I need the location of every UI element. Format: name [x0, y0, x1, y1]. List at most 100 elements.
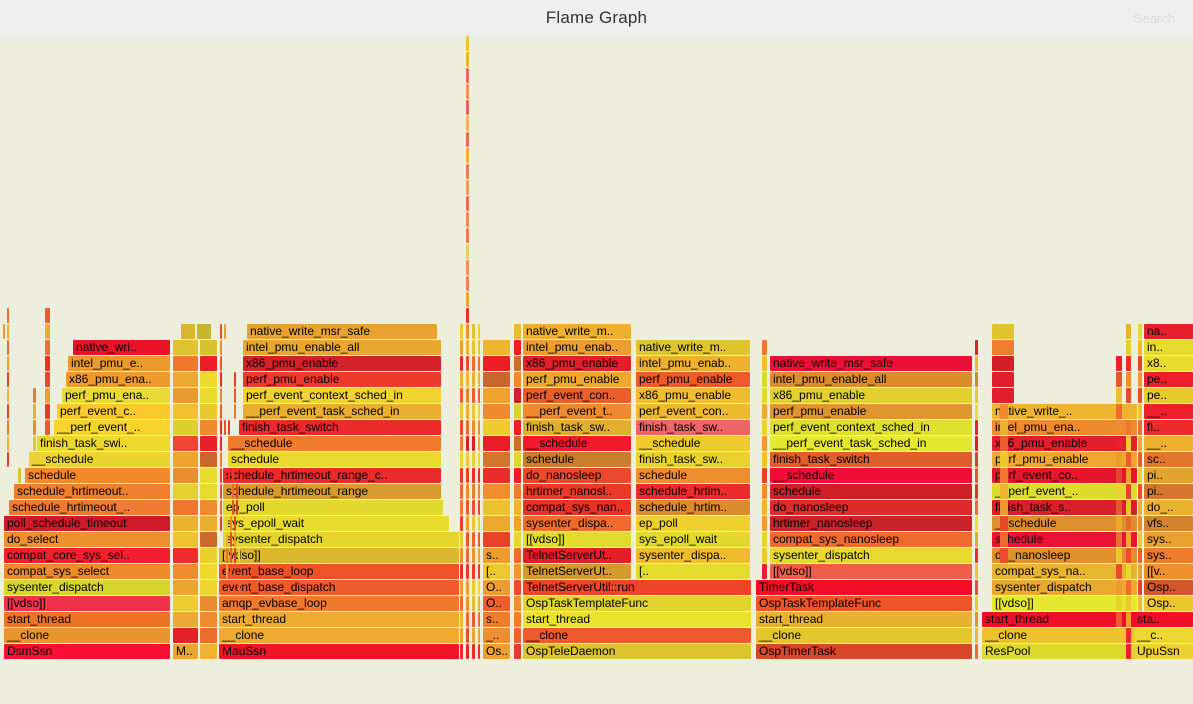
flame-frame[interactable] [483, 468, 510, 483]
flame-frame[interactable]: sysenter_dispatch [223, 532, 459, 547]
flame-frame[interactable] [472, 388, 475, 403]
flame-frame[interactable]: TelnetServerUt.. [523, 564, 631, 579]
flame-frame[interactable] [466, 644, 469, 659]
flame-frame[interactable]: start_thread [219, 612, 459, 627]
flame-frame[interactable]: s.. [483, 612, 510, 627]
flame-frame[interactable] [514, 436, 521, 451]
flame-frame[interactable] [200, 452, 217, 467]
flame-frame[interactable]: __schedule [228, 436, 441, 451]
flame-frame[interactable] [200, 356, 217, 371]
flame-frame[interactable]: OspTimerTask [756, 644, 972, 659]
flame-frame[interactable] [230, 564, 232, 579]
flame-frame[interactable] [514, 628, 521, 643]
flame-frame[interactable] [1116, 388, 1122, 403]
flame-frame[interactable]: perf_event_c.. [57, 404, 170, 419]
flame-frame[interactable] [466, 356, 469, 371]
flame-frame[interactable] [220, 436, 222, 451]
flame-frame[interactable] [483, 436, 510, 451]
flame-frame[interactable]: Osp.. [1144, 596, 1193, 611]
flame-frame[interactable] [514, 644, 521, 659]
flame-frame[interactable] [460, 404, 463, 419]
flame-frame[interactable] [173, 484, 198, 499]
flame-frame[interactable] [173, 548, 198, 563]
flame-frame[interactable] [45, 388, 50, 403]
flame-frame[interactable] [220, 452, 222, 467]
flame-frame[interactable]: compat_sys_select [4, 564, 170, 579]
flame-frame[interactable] [466, 452, 469, 467]
flame-frame[interactable] [478, 404, 480, 419]
flame-frame[interactable]: do_nanosleep [523, 468, 631, 483]
flame-frame[interactable] [514, 452, 521, 467]
flame-frame[interactable] [173, 500, 198, 515]
flame-frame[interactable] [234, 516, 236, 531]
flame-frame[interactable] [762, 564, 767, 579]
flame-frame[interactable] [1138, 468, 1142, 483]
flame-frame[interactable] [220, 484, 222, 499]
flame-frame[interactable]: finish_task_swi.. [37, 436, 170, 451]
flame-frame[interactable] [478, 468, 480, 483]
flame-frame[interactable] [478, 436, 480, 451]
flame-frame[interactable]: do_.. [1144, 500, 1193, 515]
flame-frame[interactable] [1138, 500, 1142, 515]
flame-frame[interactable] [1138, 516, 1142, 531]
flame-frame[interactable]: pe.. [1144, 388, 1193, 403]
flame-frame[interactable] [1126, 644, 1131, 659]
flame-frame[interactable] [220, 372, 222, 387]
flame-frame[interactable] [762, 436, 767, 451]
flame-frame[interactable] [472, 628, 475, 643]
flame-frame[interactable]: finish_task_switch [770, 452, 972, 467]
flame-frame[interactable]: __c.. [1134, 628, 1193, 643]
flame-frame[interactable] [232, 500, 234, 515]
flame-frame[interactable] [466, 84, 469, 99]
flame-frame[interactable] [483, 356, 510, 371]
flame-frame[interactable]: s.. [483, 548, 510, 563]
flame-frame[interactable] [1126, 436, 1131, 451]
flame-frame[interactable] [1138, 436, 1142, 451]
flame-frame[interactable] [230, 532, 232, 547]
flame-frame[interactable] [1126, 484, 1131, 499]
flame-frame[interactable]: event_base_loop [219, 564, 459, 579]
flame-frame[interactable] [200, 468, 217, 483]
flame-frame[interactable] [173, 580, 198, 595]
flame-frame[interactable] [466, 532, 469, 547]
flame-frame[interactable]: [[v.. [1144, 564, 1193, 579]
flame-frame[interactable]: __clone [756, 628, 972, 643]
flame-frame[interactable] [514, 532, 521, 547]
flame-frame[interactable]: intel_pmu_enab.. [523, 340, 631, 355]
flame-frame[interactable] [472, 500, 475, 515]
flame-frame[interactable]: finish_task_sw.. [636, 420, 750, 435]
flame-frame[interactable] [466, 180, 469, 195]
flame-frame[interactable] [200, 340, 217, 355]
flame-frame[interactable] [483, 372, 510, 387]
flame-frame[interactable]: schedule [770, 484, 972, 499]
flame-frame[interactable] [472, 548, 475, 563]
flame-frame[interactable] [514, 564, 521, 579]
flame-frame[interactable] [460, 532, 463, 547]
flame-frame[interactable] [45, 324, 50, 339]
flame-frame[interactable] [224, 420, 226, 435]
flame-frame[interactable]: native_wri.. [73, 340, 170, 355]
flame-frame[interactable] [466, 324, 469, 339]
flame-frame[interactable] [478, 532, 480, 547]
flame-frame[interactable]: OspTaskTemplateFunc [523, 596, 751, 611]
flame-frame[interactable]: TelnetServerUt.. [523, 548, 631, 563]
flame-frame[interactable] [7, 308, 9, 323]
flame-frame[interactable] [232, 484, 234, 499]
flame-frame[interactable] [220, 388, 222, 403]
flame-frame[interactable] [472, 580, 475, 595]
flame-frame[interactable]: finish_task_switch [239, 420, 441, 435]
flame-frame[interactable] [466, 500, 469, 515]
flame-frame[interactable] [992, 372, 1014, 387]
flame-frame[interactable] [466, 68, 469, 83]
flame-frame[interactable] [1126, 596, 1131, 611]
flame-frame[interactable] [466, 388, 469, 403]
flame-frame[interactable]: schedule [228, 452, 441, 467]
flame-frame[interactable] [1126, 340, 1131, 355]
flame-frame[interactable] [472, 372, 475, 387]
flame-frame[interactable] [226, 564, 228, 579]
flame-frame[interactable] [975, 468, 978, 483]
flame-frame[interactable] [7, 372, 9, 387]
flame-frame[interactable] [200, 500, 217, 515]
flame-frame[interactable] [230, 516, 232, 531]
flame-frame[interactable] [200, 612, 217, 627]
